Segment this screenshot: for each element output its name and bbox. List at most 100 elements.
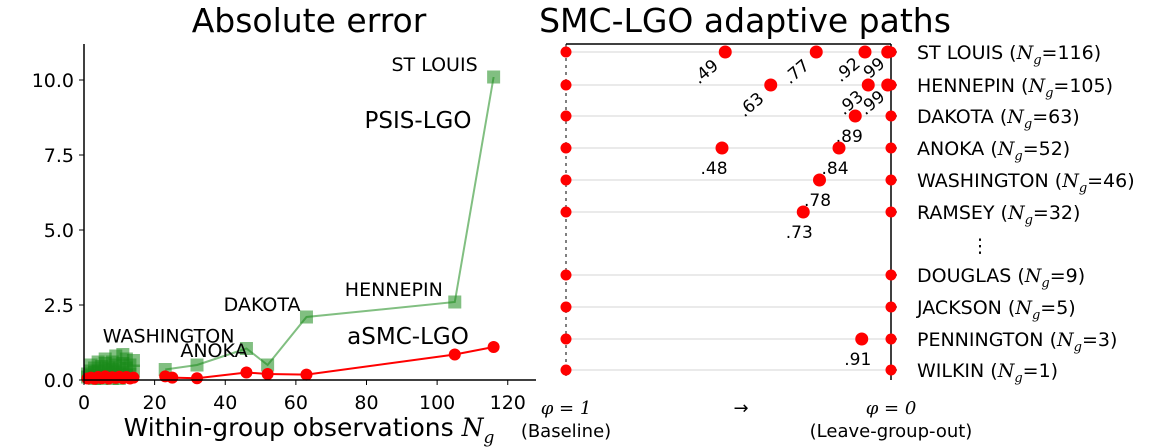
row-5-start-point: [560, 206, 572, 218]
annotation-1: HENNEPIN: [345, 279, 443, 301]
right-row-labels: ST LOUIS (Ng=116) HENNEPIN (Ng=105) DAKOTA…: [916, 42, 1135, 386]
row-label-ng-sub-0: g: [1033, 53, 1041, 68]
y-tick-label-2: 5.0: [44, 220, 74, 242]
row-label-name-8: PENNINGTON (: [917, 329, 1057, 351]
row-3-point-1: [832, 141, 846, 155]
row-label-ng-val-2: =63): [1032, 106, 1080, 128]
row-7-start-point: [560, 301, 572, 313]
row-3-end-point: [885, 142, 897, 154]
right-x-axis-labels: φ = 1 (Baseline) → φ = 0 (Leave-group-ou…: [521, 398, 973, 442]
x-axis-label-var: N: [461, 413, 485, 442]
row-label-9: WILKIN (Ng=1): [917, 360, 1058, 386]
series-1-point-15: [166, 371, 179, 384]
row-5-point-0: [796, 205, 810, 219]
row-8-start-point: [560, 333, 572, 345]
annotation-3: WASHINGTON: [103, 326, 235, 348]
row-label-7: JACKSON (Ng=5): [916, 297, 1076, 323]
row-8-point-0: [855, 332, 869, 346]
row-label-name-7: JACKSON (: [916, 297, 1015, 319]
series-0-point-45: [190, 358, 204, 372]
row-4-point-0: [813, 173, 826, 187]
row-label-ng-val-5: =32): [1033, 202, 1081, 224]
row-1-point-label-0: .63: [735, 89, 769, 122]
series-0-point-48: [299, 310, 313, 324]
left-chart: Absolute error 0 20 40 60 80 100 120 0.0 2.5 5.0 7…: [32, 1, 536, 447]
x-label-left-var: φ = 1: [541, 398, 592, 419]
row-label-ng-var-0: N: [1016, 42, 1035, 64]
row-label-3: ANOKA (Ng=52): [917, 138, 1070, 164]
row-label-ng-val-8: =3): [1082, 329, 1117, 351]
row-label-1: HENNEPIN (Ng=105): [917, 75, 1113, 101]
x-tick-label-2: 40: [213, 392, 237, 414]
row-label-ng-sub-9: g: [1014, 371, 1022, 386]
y-tick-label-3: 7.5: [44, 145, 74, 167]
row-label-name-6: DOUGLAS (: [917, 265, 1025, 287]
x-tick-label-4: 80: [354, 392, 378, 414]
x-tick-label-0: 0: [78, 392, 90, 414]
x-tick-label-3: 60: [284, 392, 308, 414]
row-label-ng-val-4: =46): [1087, 170, 1135, 192]
series-1-point-17: [240, 366, 253, 379]
row-5-point-label-0: .73: [786, 223, 813, 243]
series-1-point-19: [300, 368, 313, 381]
psis-lgo-series-label: PSIS-LGO: [365, 108, 472, 134]
row-label-4: WASHINGTON (Ng=46): [917, 170, 1135, 196]
row-0-start-point: [560, 46, 572, 58]
row-label-ng-sub-5: g: [1025, 213, 1033, 228]
row-3-point-label-0: .48: [700, 159, 727, 179]
row-label-0: ST LOUIS (Ng=116): [917, 42, 1101, 68]
row-label-ng-sub-6: g: [1041, 276, 1049, 291]
row-label-ng-sub-2: g: [1024, 117, 1032, 132]
x-tick-label-5: 100: [419, 392, 455, 414]
row-label-name-1: HENNEPIN (: [917, 75, 1028, 97]
row-9-start-point: [560, 364, 572, 376]
series-0-point-39: [126, 354, 140, 367]
row-8-end-point: [885, 333, 897, 345]
row-label-ng-var-1: N: [1027, 75, 1046, 97]
x-label-right-var: φ = 0: [866, 398, 917, 419]
x-tick-label-6: 120: [490, 392, 526, 414]
row-label-ng-var-8: N: [1056, 329, 1075, 351]
row-label-name-2: DAKOTA (: [917, 106, 1007, 128]
row-label-ng-var-9: N: [997, 360, 1016, 382]
row-6-start-point: [560, 269, 572, 281]
row-label-ng-var-6: N: [1024, 265, 1043, 287]
series-0-point-46: [239, 342, 253, 355]
right-points: .49.77.92.99.63.93.99.89.48.84.78.73.91: [560, 45, 897, 376]
x-label-arrow: →: [733, 398, 748, 419]
series-1-point-13: [127, 371, 140, 384]
row-3-point-label-1: .84: [821, 159, 848, 179]
row-label-ng-sub-8: g: [1074, 340, 1082, 355]
series-1-point-21: [487, 341, 500, 353]
row-9-end-point: [885, 364, 897, 376]
row-6-end-point: [885, 269, 897, 281]
row-label-2: DAKOTA (Ng=63): [917, 106, 1080, 132]
row-label-ng-val-3: =52): [1023, 138, 1071, 160]
right-chart-title: SMC-LGO adaptive paths: [539, 1, 951, 40]
row-label-ng-var-5: N: [1007, 202, 1026, 224]
x-axis-label-sub: g: [483, 428, 494, 447]
row-0-point-1: [809, 45, 823, 59]
row-3-start-point: [560, 142, 572, 154]
row-label-name-5: RAMSEY (: [917, 202, 1008, 224]
series-0-point-49: [448, 295, 462, 309]
row-2-point-0: [848, 109, 862, 123]
row-label-ng-var-4: N: [1061, 170, 1080, 192]
left-tick-labels: 0 20 40 60 80 100 120 0.0 2.5 5.0 7.5 10.0: [32, 70, 526, 414]
x-tick-label-1: 20: [143, 392, 167, 414]
row-label-8: PENNINGTON (Ng=3): [917, 329, 1117, 355]
x-label-right-sub: (Leave-group-out): [810, 421, 973, 442]
y-tick-label-0: 0.0: [44, 370, 74, 392]
row-1-point-0: [764, 78, 778, 92]
row-8-point-label-0: .91: [844, 350, 871, 370]
row-label-5: RAMSEY (Ng=32): [917, 202, 1080, 228]
asmc-lgo-series-label: aSMC-LGO: [347, 324, 469, 350]
x-axis-label-text: Within-group observations: [124, 413, 462, 442]
row-ellipsis: ⋮: [971, 235, 990, 257]
row-label-ng-sub-4: g: [1079, 181, 1087, 196]
row-label-name-9: WILKIN (: [917, 360, 998, 382]
row-label-ng-val-7: =5): [1040, 297, 1075, 319]
row-3-point-0: [715, 141, 729, 155]
